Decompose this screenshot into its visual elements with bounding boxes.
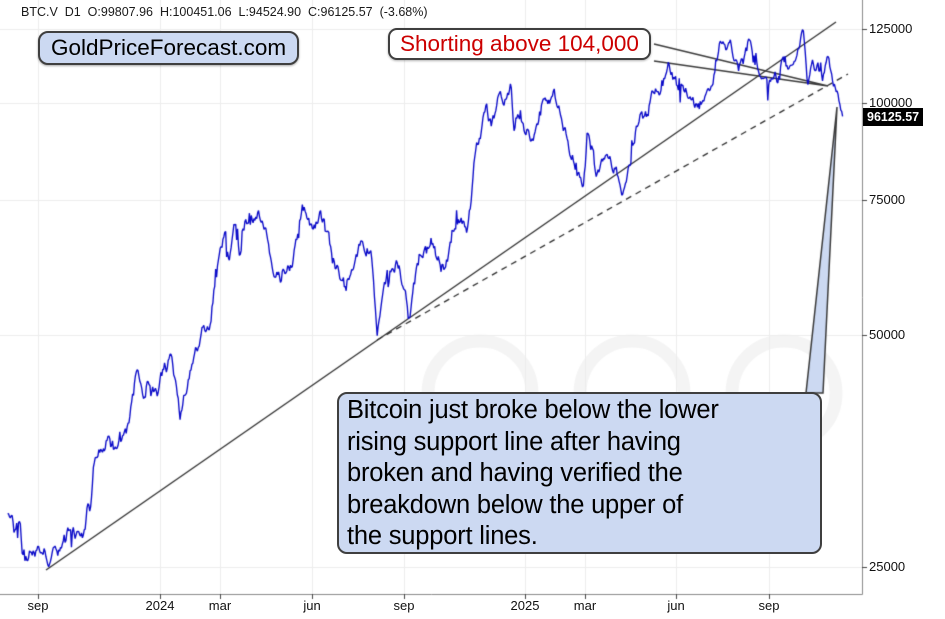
x-axis-label: sep bbox=[27, 598, 49, 613]
x-axis-label: mar bbox=[573, 598, 597, 613]
ohlc-readout: BTC.V D1 O:99807.96 H:100451.06 L:94524.… bbox=[21, 5, 428, 19]
y-axis-label: 100000 bbox=[869, 95, 913, 110]
y-axis-label: 125000 bbox=[869, 21, 913, 36]
analysis-callout: Bitcoin just broke below the lower risin… bbox=[337, 392, 822, 554]
analysis-line: the support lines. bbox=[347, 522, 538, 551]
x-axis-label: 2024 bbox=[145, 598, 175, 613]
y-axis-label: 25000 bbox=[869, 559, 906, 574]
analysis-line: broken and having verified the bbox=[347, 459, 683, 488]
analysis-line: breakdown below the upper of bbox=[347, 490, 684, 519]
y-axis-label: 50000 bbox=[869, 327, 906, 342]
branding-label: GoldPriceForecast.com bbox=[51, 35, 287, 60]
analysis-line: Bitcoin just broke below the lower bbox=[347, 396, 719, 424]
last-price-badge: 96125.57 bbox=[863, 108, 924, 126]
shorting-callout: Shorting above 104,000 bbox=[388, 28, 651, 60]
x-axis-label: sep bbox=[758, 598, 780, 613]
x-axis-label: jun bbox=[667, 598, 685, 613]
x-axis-label: 2025 bbox=[510, 598, 540, 613]
x-axis-label: mar bbox=[208, 598, 232, 613]
x-axis-label: sep bbox=[393, 598, 415, 613]
x-axis-label: jun bbox=[303, 598, 321, 613]
shorting-callout-text: Shorting above 104,000 bbox=[400, 31, 639, 56]
y-axis-label: 75000 bbox=[869, 192, 906, 207]
analysis-line: rising support line after having bbox=[347, 427, 681, 456]
branding-badge: GoldPriceForecast.com bbox=[38, 31, 300, 65]
